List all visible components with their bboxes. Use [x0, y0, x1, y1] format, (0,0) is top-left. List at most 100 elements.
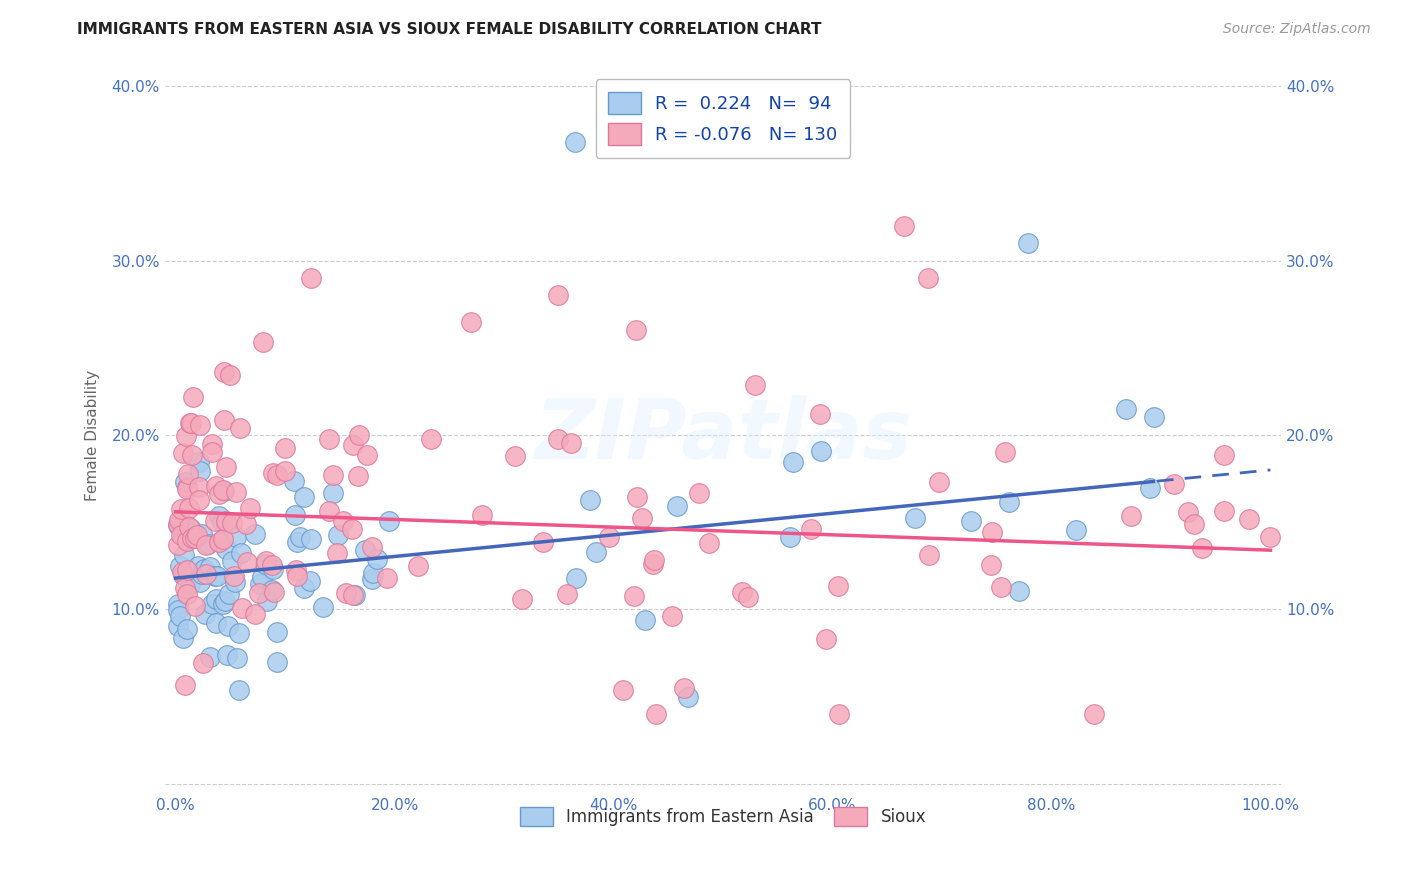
- Point: [263, 585, 285, 599]
- Point: [208, 535, 231, 549]
- Point: [169, 608, 191, 623]
- Point: [893, 219, 915, 233]
- Point: [673, 681, 696, 695]
- Text: ZIPatlas: ZIPatlas: [534, 394, 912, 475]
- Point: [186, 528, 208, 542]
- Point: [167, 512, 190, 526]
- Text: IMMIGRANTS FROM EASTERN ASIA VS SIOUX FEMALE DISABILITY CORRELATION CHART: IMMIGRANTS FROM EASTERN ASIA VS SIOUX FE…: [77, 22, 823, 37]
- Point: [176, 563, 198, 577]
- Point: [361, 541, 384, 555]
- Point: [205, 592, 228, 607]
- Point: [173, 517, 195, 532]
- Point: [212, 532, 235, 546]
- Point: [1182, 516, 1205, 531]
- Point: [688, 485, 710, 500]
- Point: [188, 464, 211, 478]
- Point: [1064, 523, 1087, 537]
- Point: [194, 566, 217, 581]
- Point: [181, 448, 204, 462]
- Point: [174, 582, 197, 596]
- Point: [215, 517, 238, 532]
- Point: [214, 542, 236, 557]
- Point: [547, 288, 569, 302]
- Point: [335, 586, 357, 600]
- Point: [245, 607, 267, 621]
- Point: [290, 530, 312, 544]
- Point: [661, 608, 683, 623]
- Point: [179, 416, 201, 430]
- Point: [283, 474, 305, 488]
- Point: [347, 427, 370, 442]
- Point: [904, 511, 927, 525]
- Point: [205, 569, 228, 583]
- Point: [188, 574, 211, 589]
- Point: [579, 492, 602, 507]
- Point: [299, 271, 322, 285]
- Point: [195, 538, 218, 552]
- Point: [292, 582, 315, 596]
- Point: [318, 432, 340, 446]
- Point: [228, 625, 250, 640]
- Point: [1083, 707, 1105, 722]
- Point: [172, 446, 194, 460]
- Point: [212, 365, 235, 379]
- Point: [191, 656, 214, 670]
- Point: [981, 524, 1004, 539]
- Point: [176, 587, 198, 601]
- Point: [218, 587, 240, 601]
- Point: [471, 508, 494, 522]
- Point: [631, 511, 654, 525]
- Point: [322, 468, 344, 483]
- Point: [181, 390, 204, 404]
- Point: [188, 417, 211, 432]
- Point: [298, 574, 321, 588]
- Point: [510, 592, 533, 607]
- Point: [332, 514, 354, 528]
- Point: [744, 378, 766, 392]
- Point: [173, 548, 195, 562]
- Point: [211, 515, 233, 529]
- Point: [247, 585, 270, 599]
- Text: Source: ZipAtlas.com: Source: ZipAtlas.com: [1223, 22, 1371, 37]
- Point: [1143, 410, 1166, 425]
- Point: [325, 546, 347, 560]
- Point: [378, 515, 401, 529]
- Point: [808, 407, 831, 421]
- Point: [194, 607, 217, 622]
- Point: [205, 615, 228, 630]
- Point: [1008, 584, 1031, 599]
- Point: [779, 530, 801, 544]
- Point: [360, 572, 382, 586]
- Point: [228, 682, 250, 697]
- Point: [917, 270, 939, 285]
- Point: [222, 568, 245, 582]
- Point: [180, 531, 202, 545]
- Point: [225, 530, 247, 544]
- Point: [180, 416, 202, 430]
- Point: [598, 530, 620, 544]
- Point: [226, 651, 249, 665]
- Point: [169, 528, 191, 542]
- Point: [201, 597, 224, 611]
- Point: [191, 526, 214, 541]
- Point: [285, 535, 308, 549]
- Point: [177, 501, 200, 516]
- Point: [979, 558, 1001, 572]
- Point: [623, 590, 645, 604]
- Point: [531, 535, 554, 549]
- Point: [1017, 236, 1039, 251]
- Point: [167, 538, 190, 552]
- Point: [201, 445, 224, 459]
- Point: [555, 586, 578, 600]
- Point: [782, 455, 804, 469]
- Point: [1237, 512, 1260, 526]
- Point: [204, 569, 226, 583]
- Point: [207, 487, 229, 501]
- Point: [322, 486, 344, 500]
- Point: [420, 433, 443, 447]
- Point: [1212, 504, 1234, 518]
- Y-axis label: Female Disability: Female Disability: [86, 369, 100, 500]
- Point: [284, 508, 307, 522]
- Point: [235, 516, 257, 531]
- Point: [231, 600, 253, 615]
